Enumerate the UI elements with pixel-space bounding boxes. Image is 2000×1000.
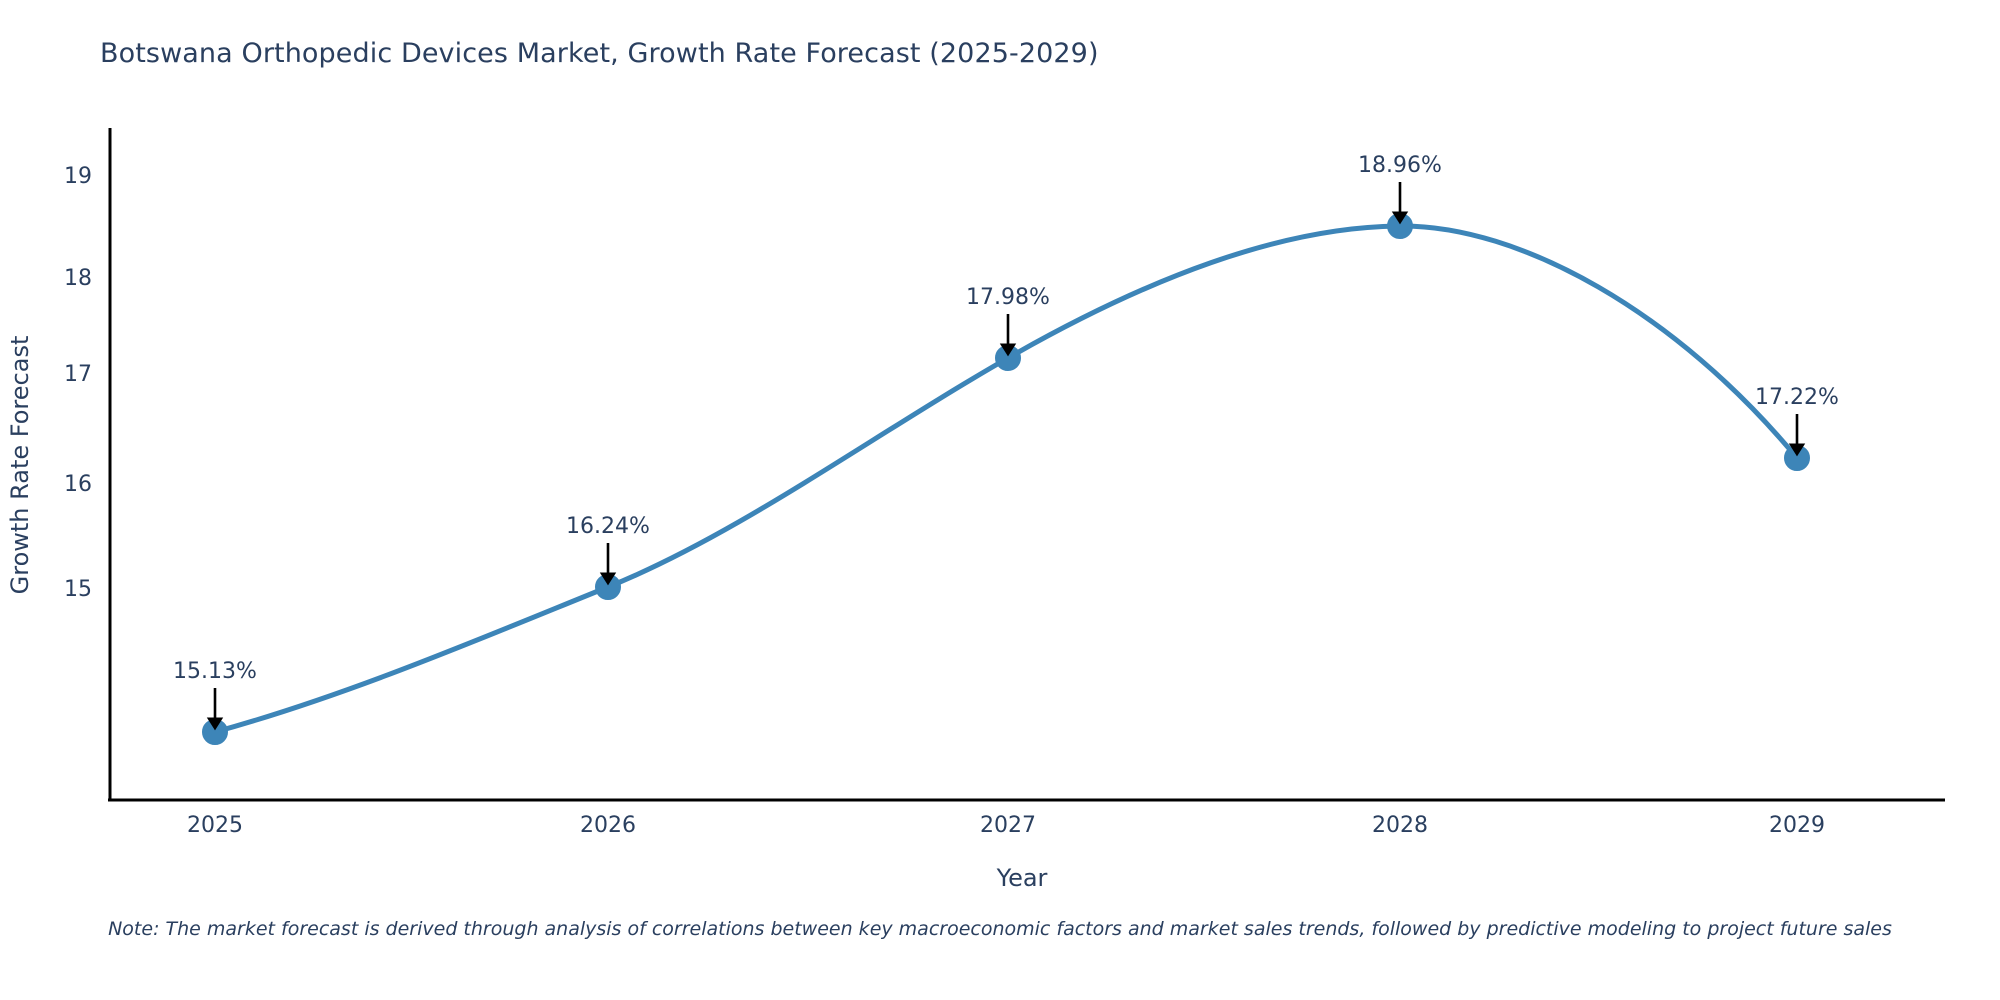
- data-label-2027: 17.98%: [966, 285, 1050, 310]
- data-label-2028: 18.96%: [1358, 153, 1442, 178]
- y-tick-label-18: 18: [64, 266, 92, 291]
- data-point-marker[interactable]: [1387, 213, 1413, 239]
- x-tick-label-2027: 2027: [980, 813, 1036, 838]
- y-axis-title: Growth Rate Forecast: [6, 336, 34, 595]
- x-tick-label-2028: 2028: [1372, 813, 1428, 838]
- x-tick-label-2026: 2026: [580, 813, 636, 838]
- chart-title: Botswana Orthopedic Devices Market, Grow…: [100, 38, 1099, 69]
- data-label-2025: 15.13%: [173, 659, 257, 684]
- x-tick-label-2029: 2029: [1769, 813, 1825, 838]
- data-point-marker[interactable]: [995, 345, 1021, 371]
- data-label-2029: 17.22%: [1755, 385, 1839, 410]
- y-tick-label-19: 19: [64, 164, 92, 189]
- y-tick-label-16: 16: [64, 472, 92, 497]
- chart-footnote: Note: The market forecast is derived thr…: [108, 918, 1892, 940]
- data-label-2026: 16.24%: [566, 514, 650, 539]
- y-tick-label-17: 17: [64, 362, 92, 387]
- data-point-marker[interactable]: [1784, 445, 1810, 471]
- data-point-marker[interactable]: [595, 574, 621, 600]
- x-tick-label-2025: 2025: [187, 813, 243, 838]
- y-tick-label-15: 15: [64, 577, 92, 602]
- data-point-marker[interactable]: [202, 719, 228, 745]
- x-axis-title: Year: [996, 864, 1048, 892]
